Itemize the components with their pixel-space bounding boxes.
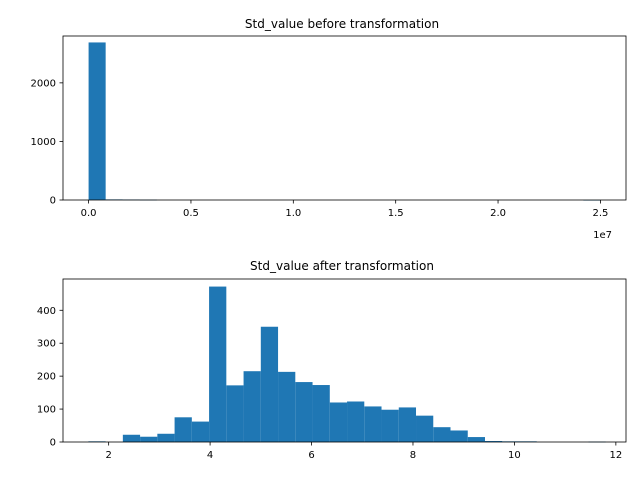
histogram-bar [433,427,451,442]
y-tick-label: 300 [37,339,56,350]
histogram-bar [140,436,158,442]
x-tick-label: 1.0 [285,208,301,219]
histogram-bar [191,421,210,442]
histogram-bar [157,433,175,442]
histogram-bar [416,415,434,442]
y-axis-ticks: 0 100 200 300 400 [37,306,63,449]
x-tick-label: 2.0 [490,208,506,219]
histogram-bar [450,430,468,442]
histogram-bar [243,371,261,442]
histogram-bar [312,385,330,442]
y-tick-label: 2000 [31,78,56,89]
x-tick-label: 2.5 [592,208,608,219]
chart-title: Std_value after transformation [250,259,434,273]
histogram-bar [209,286,227,442]
x-tick-label: 8 [410,450,416,461]
histogram-bar [88,42,106,200]
histogram-bar [278,371,296,442]
x-tick-label: 0.5 [183,208,199,219]
histogram-after-transformation: Std_value after transformation 2 4 6 8 10 12 … [37,259,627,461]
x-axis-ticks: 0.0 0.5 1.0 1.5 2.0 2.5 [81,200,608,219]
x-tick-label: 2 [105,450,111,461]
histogram-bar [398,407,417,442]
chart-title: Std_value before transformation [245,17,439,31]
histogram-bar [122,434,141,442]
histogram-before-transformation: Std_value before transformation 0.0 0.5 1.… [31,17,627,241]
axes-frame [62,35,627,201]
axes-frame [62,278,627,443]
y-tick-label: 1000 [31,137,56,148]
y-tick-label: 0 [50,196,56,207]
y-tick-label: 200 [37,372,56,383]
x-tick-label: 12 [609,450,622,461]
histogram-bar [295,382,313,442]
histogram-bar [381,409,399,442]
x-tick-label: 0.0 [81,208,97,219]
bars [88,286,606,443]
histogram-bar [174,417,192,442]
histogram-bar [260,326,279,442]
y-axis-ticks: 0 1000 2000 [31,78,63,207]
histogram-bar [226,385,244,442]
x-tick-label: 1.5 [388,208,404,219]
x-tick-label: 10 [508,450,521,461]
histogram-bar [484,441,503,442]
y-tick-label: 100 [37,405,56,416]
x-tick-label: 6 [308,450,314,461]
histogram-bar [329,402,348,442]
histogram-bar [467,437,485,442]
x-axis-ticks: 2 4 6 8 10 12 [105,442,622,461]
histogram-bar [347,401,365,442]
x-tick-label: 4 [207,450,213,461]
y-tick-label: 0 [50,438,56,449]
y-tick-label: 400 [37,306,56,317]
histogram-bar [364,406,382,442]
x-offset-label: 1e7 [593,230,612,241]
